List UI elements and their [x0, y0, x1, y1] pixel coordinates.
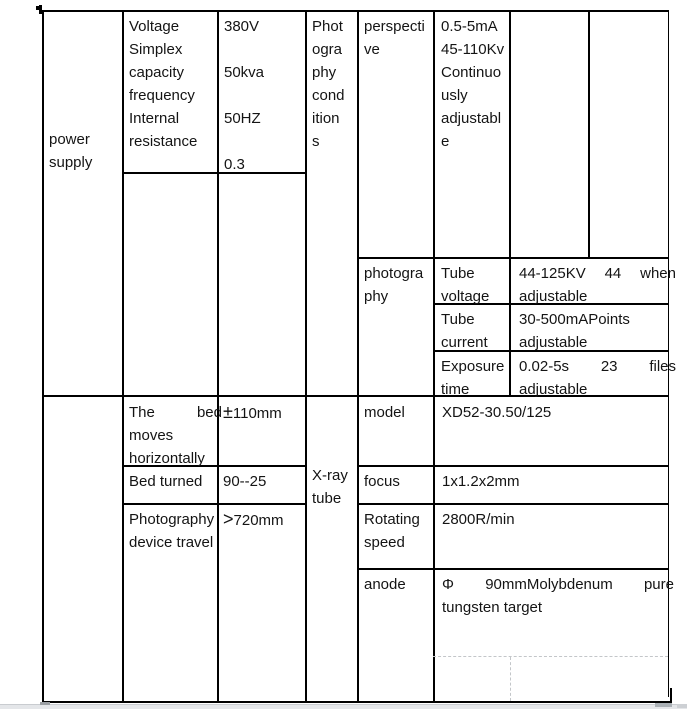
- cell-tube-voltage-label: Tube voltage: [441, 265, 490, 305]
- grid-line-h: [357, 568, 669, 570]
- cell-spec-labels: Voltage Simplex capacity frequency Inter…: [129, 18, 198, 150]
- cell-model-label: model: [364, 404, 405, 421]
- grid-line-h: [433, 350, 669, 352]
- scrollbar-fragment: [40, 702, 50, 705]
- cell-power-supply: power supply: [49, 131, 93, 171]
- device-travel-value-text: 720mm: [233, 512, 284, 529]
- grid-line-h-dashed: [433, 656, 668, 657]
- grid-line-v: [670, 688, 672, 701]
- plus-minus-symbol: ±: [223, 402, 233, 422]
- grid-line-h: [357, 503, 669, 505]
- cell-focus-label: focus: [364, 473, 400, 490]
- cell-photography-label: photogra phy: [364, 265, 424, 305]
- cell-device-travel-value: >720mm: [218, 504, 310, 704]
- cell-anode-value: Φ 90mmMolybdenum pure tungsten target: [442, 576, 674, 616]
- cell-anode-label: anode: [364, 576, 406, 593]
- table-anchor-icon: [36, 6, 40, 10]
- grid-line-h: [42, 395, 669, 397]
- grid-line-v: [122, 10, 124, 702]
- cell-tube-current-label: Tube current: [441, 311, 488, 351]
- scrollbar-fragment: [655, 703, 672, 707]
- grid-line-v: [667, 10, 669, 697]
- cell-rotating-speed-label: Rotating speed: [364, 511, 420, 551]
- grid-line-h: [433, 303, 669, 305]
- cell-xray-tube: X-ray tube: [312, 467, 348, 507]
- grid-line-h: [42, 10, 669, 12]
- greater-than-symbol: >: [223, 509, 234, 529]
- cell-exposure-time-value: 0.02-5s 23 files adjustable: [519, 358, 676, 398]
- grid-line-h: [122, 172, 306, 174]
- grid-line-v: [42, 10, 44, 702]
- horizontal-scrollbar-track[interactable]: [0, 704, 687, 709]
- cell-bed-moves-value: ±110mm: [218, 397, 310, 468]
- grid-line-v-dashed: [510, 657, 511, 701]
- cell-model-value: XD52-30.50/125: [442, 404, 552, 421]
- grid-line-h: [122, 503, 306, 505]
- cell-spec-values: 380V 50kva 50HZ 0.3: [224, 18, 265, 173]
- cell-focus-value: 1x1.2x2mm: [442, 473, 520, 490]
- grid-line-h: [357, 257, 669, 259]
- grid-line-v: [357, 10, 359, 702]
- grid-line-v: [217, 10, 219, 702]
- grid-line-v: [509, 10, 511, 395]
- grid-line-h: [122, 465, 306, 467]
- grid-line-v: [433, 10, 435, 702]
- cell-perspective-label: perspecti ve: [364, 18, 425, 58]
- cell-bed-moves-label: The bed moves horizontally: [129, 404, 222, 467]
- table-anchor-icon: [39, 5, 42, 14]
- cell-perspective-value: 0.5-5mA 45-110Kv Continuo usly adjustabl…: [441, 18, 505, 150]
- grid-line-h: [357, 465, 669, 467]
- cell-device-travel-label: Photography device travel: [129, 511, 215, 551]
- cell-exposure-time-label: Exposure time: [441, 358, 505, 398]
- grid-line-h: [42, 700, 672, 703]
- grid-line-v: [588, 10, 590, 257]
- cell-rotating-speed-value: 2800R/min: [442, 511, 515, 528]
- cell-tube-current-value: 30-500mAPoints adjustable: [519, 311, 630, 351]
- grid-line-v: [305, 10, 307, 702]
- cell-bed-turned-value: 90--25: [223, 473, 267, 490]
- bed-moves-value-text: 110mm: [232, 405, 282, 422]
- cell-photography-conditions: Phot ogra phy cond ition s: [312, 18, 345, 150]
- scrollbar-fragment: [677, 704, 687, 708]
- cell-tube-voltage-value: 44-125KV 44 when adjustable: [519, 265, 676, 305]
- cell-bed-turned-label: Bed turned: [129, 473, 203, 490]
